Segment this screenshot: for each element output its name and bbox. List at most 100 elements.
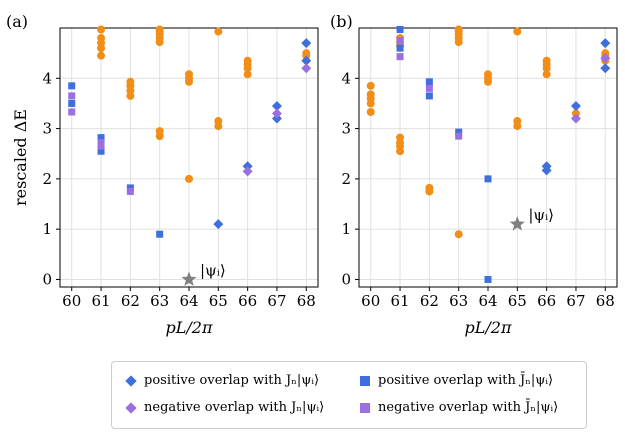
data-point-square [126,187,134,195]
data-point-circle [542,70,551,79]
initial-state-star-icon [509,216,525,231]
x-tick-label: 60 [62,292,81,310]
x-axis-label: pL/2π [465,318,512,337]
data-point-circle [214,27,223,36]
data-point-circle [425,183,434,192]
data-point-square [484,175,492,183]
x-tick-label: 67 [566,292,585,310]
data-point-circle [484,70,492,79]
x-tick-label: 64 [179,292,198,310]
y-tick-label: 1 [341,220,351,238]
data-point-circle [243,70,252,79]
data-point-square [484,275,492,283]
panel-label: (a) [6,12,28,31]
data-point-square [126,184,134,192]
x-axis-label: pL/2π [166,318,213,337]
y-axis-label: rescaled ΔE [11,109,30,206]
legend-square-purple-icon [360,402,370,413]
x-tick-label: 67 [267,292,286,310]
initial-state-label: |ψᵢ⟩ [200,261,226,279]
x-tick-label: 64 [478,292,497,310]
data-point-diamond [301,38,312,49]
data-point-square [425,92,433,100]
data-point-circle [185,70,193,79]
x-tick-label: 63 [150,292,169,310]
x-tick-label: 61 [91,292,110,310]
legend-label: positive overlap with Jₙ|ψᵢ⟩ [144,373,320,388]
x-tick-label: 63 [449,292,468,310]
x-tick-label: 62 [420,292,439,310]
y-tick-label: 2 [341,170,351,188]
data-point-circle [243,56,252,65]
data-point-diamond [271,108,282,119]
data-point-square [68,99,76,107]
panel-b: 60 61 62 63 64 65 66 67 68 0 1 2 3 4 pL/2π (b) |ψᵢ⟩ [330,12,618,337]
data-point-square [68,92,76,100]
legend-diamond-blue-icon [125,374,137,387]
data-point-square [396,44,404,52]
y-tick-label: 0 [341,270,351,288]
data-point-diamond [570,113,581,124]
y-tick-label: 0 [42,270,52,288]
initial-state-label: |ψᵢ⟩ [528,206,554,224]
data-point-circle [97,51,106,60]
data-point-circle [302,49,311,58]
initial-state-star-icon [181,271,197,286]
data-point-diamond [600,53,611,64]
x-tick-label: 66 [238,292,257,310]
data-point-square [396,26,404,34]
data-point-circle [513,117,522,126]
data-point-circle [571,109,580,118]
legend-label: negative overlap with Jₙ|ψᵢ⟩ [144,400,325,415]
data-point-diamond [242,161,253,172]
data-point-circle [185,174,193,183]
data-point-diamond [570,100,581,111]
x-tick-label: 68 [297,292,316,310]
y-tick-label: 3 [42,120,52,138]
data-point-square [455,128,463,136]
data-point-circle [126,77,135,86]
data-point-circle [601,49,610,58]
data-point-square [68,108,76,116]
data-point-circle [214,117,223,126]
data-point-diamond [600,63,611,74]
legend-label: negative overlap with J̄ₙ|ψᵢ⟩ [378,400,559,415]
x-tick-label: 61 [390,292,409,310]
x-tick-label: 66 [537,292,556,310]
data-point-circle [366,90,375,99]
data-point-circle [542,56,551,65]
panel-label: (b) [330,12,353,31]
data-point-square [97,142,105,150]
data-point-square [68,82,76,90]
data-point-square [156,230,164,238]
y-tick-label: 4 [341,69,351,87]
x-tick-label: 65 [508,292,527,310]
data-point-diamond [213,219,224,230]
legend-square-blue-icon [360,375,370,386]
x-tick-label: 65 [209,292,228,310]
data-point-circle [155,127,164,136]
x-tick-label: 68 [596,292,615,310]
data-point-circle [513,27,522,36]
data-point-square [455,132,463,140]
x-tick-label: 62 [121,292,140,310]
data-point-diamond [301,63,312,74]
data-point-circle [396,133,405,142]
data-point-circle [97,34,106,43]
y-tick-label: 2 [42,170,52,188]
legend-diamond-purple-icon [125,401,137,414]
data-point-circle [366,81,375,90]
data-point-circle [366,107,375,116]
panel-a: 60 61 62 63 64 65 66 67 68 0 1 2 3 4 pL/2π rescaled ΔE (… [6,12,319,337]
legend-item-neg-j: negative overlap with Jₙ|ψᵢ⟩ [125,400,325,415]
data-point-diamond [242,166,253,177]
data-point-square [396,37,404,45]
data-point-diamond [541,165,552,176]
data-point-circle [155,25,164,34]
x-tick-label: 60 [361,292,380,310]
data-point-square [396,53,404,61]
data-point-square [97,147,105,155]
data-point-circle [454,25,463,34]
y-tick-label: 4 [42,69,52,87]
